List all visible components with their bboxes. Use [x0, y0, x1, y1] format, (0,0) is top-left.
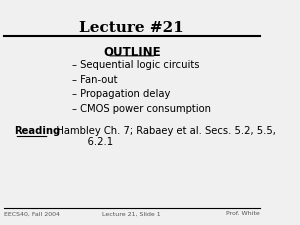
- Text: – Sequential logic circuits: – Sequential logic circuits: [72, 60, 199, 70]
- Text: Prof. White: Prof. White: [226, 212, 260, 216]
- Text: EECS40, Fall 2004: EECS40, Fall 2004: [4, 212, 60, 216]
- Text: Lecture 21, Slide 1: Lecture 21, Slide 1: [103, 212, 161, 216]
- Text: OUTLINE: OUTLINE: [103, 46, 160, 59]
- Text: Reading: Reading: [14, 126, 61, 136]
- Text: : Hambley Ch. 7; Rabaey et al. Secs. 5.2, 5.5,
            6.2.1: : Hambley Ch. 7; Rabaey et al. Secs. 5.2…: [50, 126, 275, 147]
- Text: – Fan-out: – Fan-out: [72, 75, 117, 85]
- Text: – Propagation delay: – Propagation delay: [72, 89, 170, 99]
- Text: Lecture #21: Lecture #21: [80, 21, 184, 35]
- Text: – CMOS power consumption: – CMOS power consumption: [72, 104, 211, 114]
